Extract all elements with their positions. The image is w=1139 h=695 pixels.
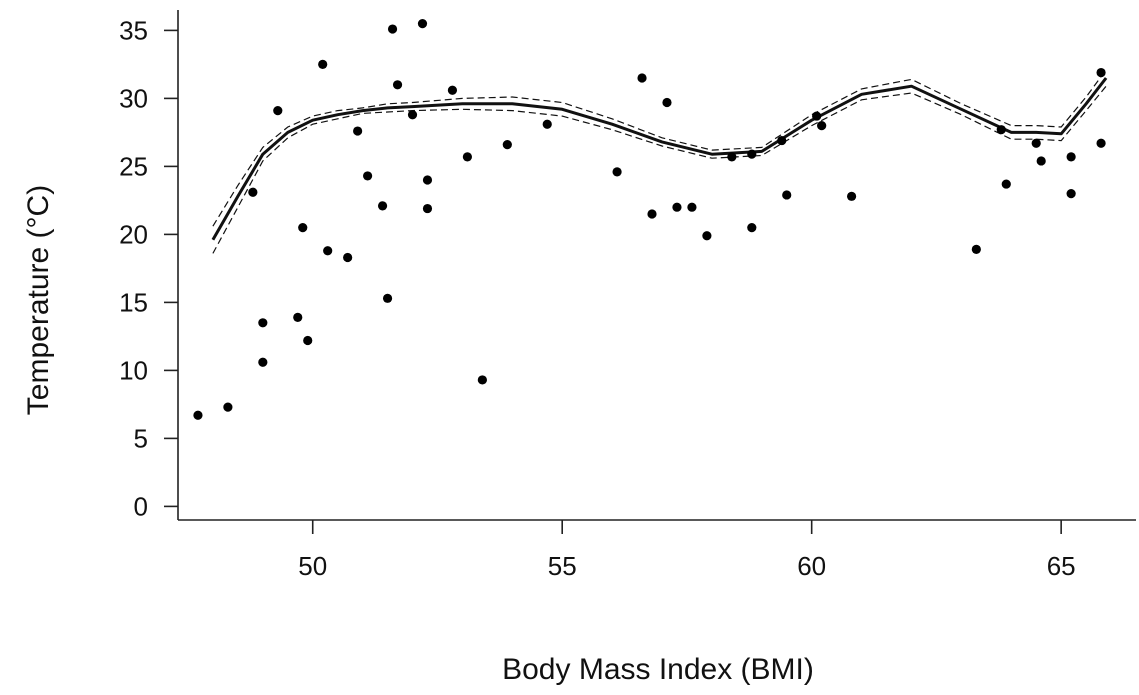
data-point (647, 209, 657, 219)
data-point (747, 149, 757, 159)
data-point (1096, 67, 1106, 78)
x-tick-label: 50 (298, 551, 327, 581)
data-point (363, 171, 373, 181)
y-tick-label: 10 (119, 355, 148, 385)
data-point (462, 152, 472, 162)
data-point (612, 167, 622, 177)
x-tick-label: 65 (1047, 551, 1076, 581)
data-point (777, 135, 787, 146)
data-point (687, 202, 697, 212)
data-point (422, 203, 433, 214)
x-tick-label: 60 (797, 551, 826, 581)
data-point (387, 24, 398, 34)
plot-area (193, 19, 1108, 420)
data-point (727, 152, 737, 162)
data-point (377, 201, 388, 211)
data-point (353, 126, 363, 136)
y-tick-label: 5 (134, 423, 148, 453)
data-point (1036, 156, 1046, 166)
x-tick-label: 55 (548, 551, 577, 581)
y-tick-label: 25 (119, 151, 148, 181)
data-point (248, 187, 258, 197)
data-point (817, 121, 827, 131)
data-point (662, 97, 672, 108)
data-point (747, 223, 757, 233)
data-point (971, 244, 981, 254)
data-point (812, 111, 822, 121)
data-point (193, 410, 203, 420)
data-point (502, 140, 512, 150)
data-point (782, 190, 792, 200)
y-axis-title: Temperature (°C) (22, 185, 55, 415)
y-tick-label: 15 (119, 287, 148, 317)
data-point (1066, 189, 1076, 199)
data-point (1001, 179, 1011, 189)
x-axis: 50 55 60 65 (178, 519, 1136, 581)
data-point (1066, 152, 1076, 162)
data-point (417, 19, 428, 29)
fit-line (211, 77, 1108, 241)
data-point (223, 402, 233, 412)
data-point (477, 375, 487, 385)
data-point (343, 252, 353, 263)
data-point (846, 191, 857, 201)
data-point (407, 110, 418, 120)
data-point (303, 335, 313, 346)
data-point (258, 318, 268, 328)
ci-upper-line (212, 69, 1107, 227)
data-point (323, 246, 333, 256)
data-point (702, 231, 712, 241)
data-point (637, 73, 647, 83)
x-axis-title: Body Mass Index (BMI) (502, 653, 814, 686)
data-point (258, 357, 268, 367)
data-point (447, 85, 458, 95)
ci-lower-line (212, 85, 1107, 254)
data-point (672, 202, 682, 212)
data-point (298, 223, 308, 233)
data-point (996, 125, 1006, 135)
y-tick-label: 30 (119, 83, 148, 113)
data-point (422, 175, 433, 185)
data-point (1031, 138, 1041, 148)
data-point (1096, 138, 1106, 148)
data-point (318, 59, 328, 69)
y-axis: 0 5 10 15 20 25 30 35 (119, 10, 179, 521)
y-tick-label: 20 (119, 219, 148, 249)
data-point (293, 312, 303, 322)
data-point (382, 293, 393, 303)
data-point (392, 80, 403, 90)
y-tick-label: 35 (119, 15, 148, 45)
data-point (542, 119, 552, 129)
data-point (273, 106, 283, 116)
y-tick-label: 0 (134, 491, 148, 521)
